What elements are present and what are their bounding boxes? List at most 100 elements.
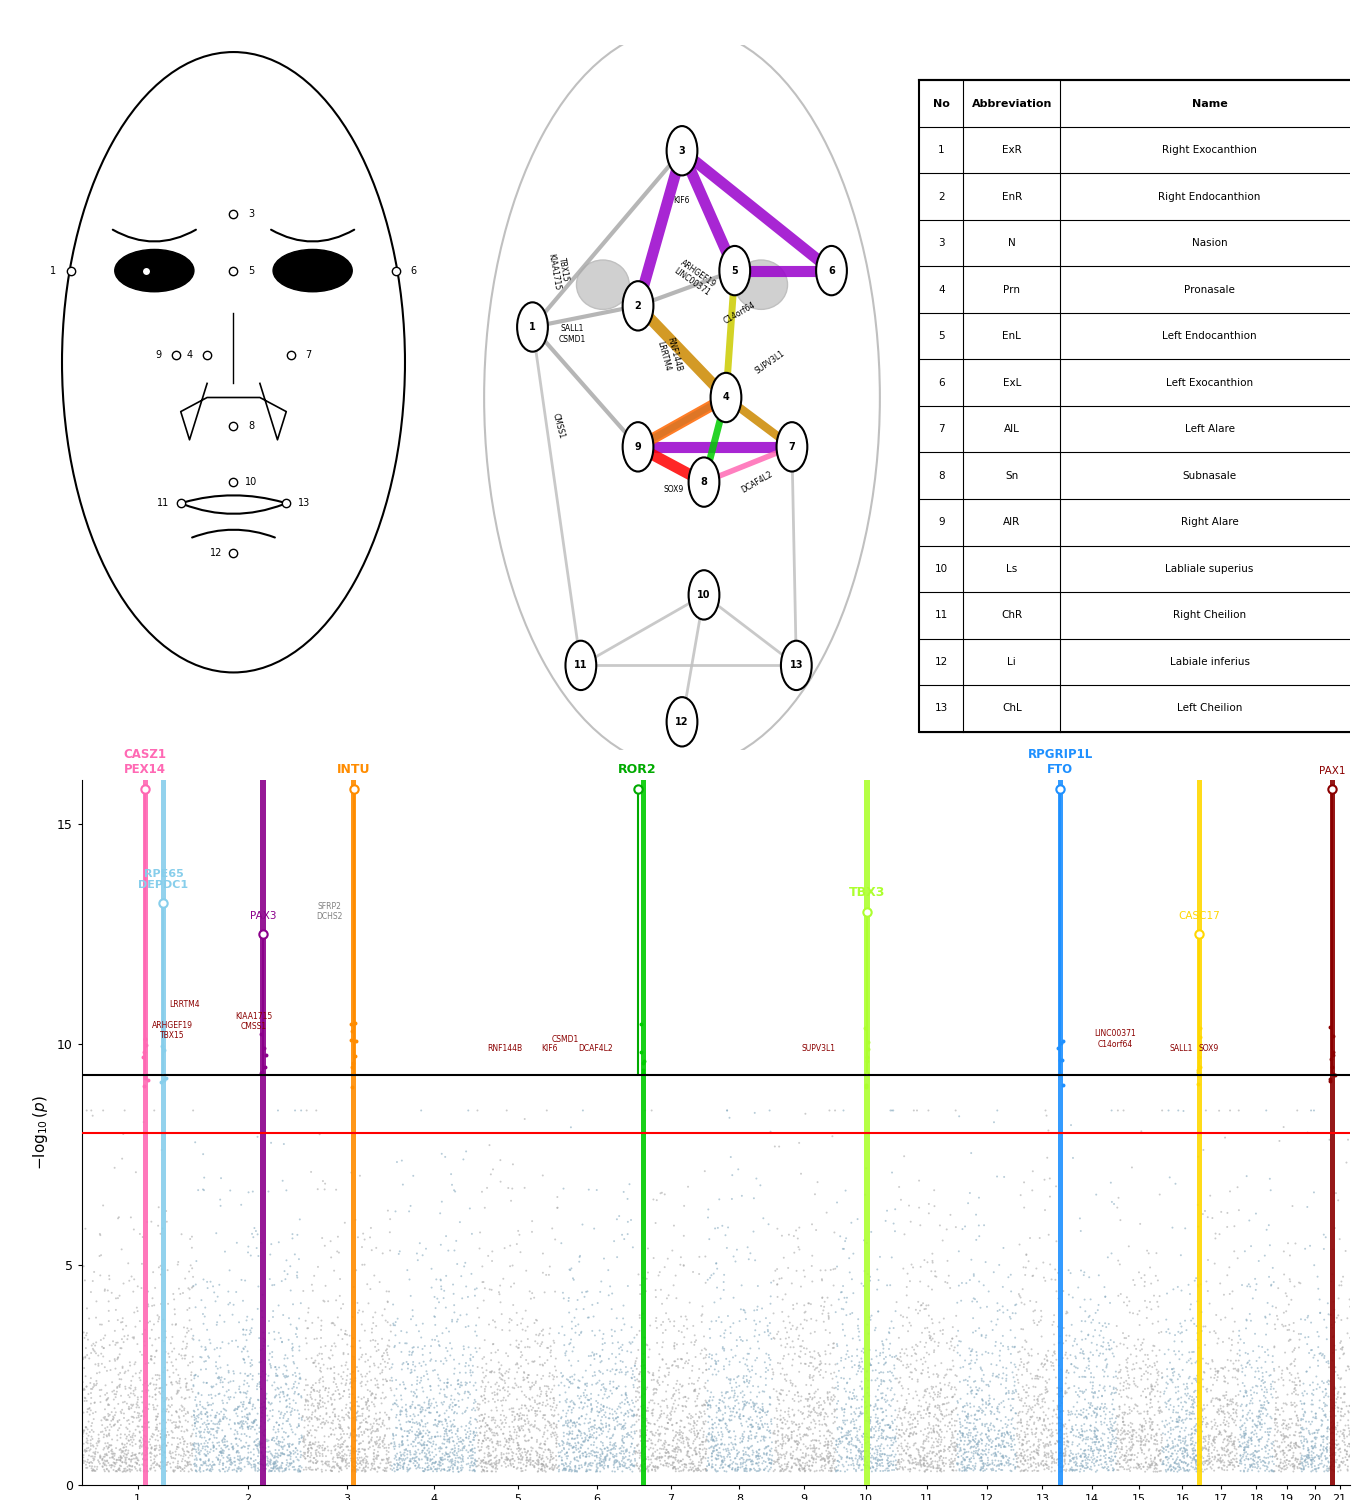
Point	[997, 1422, 1019, 1446]
Point	[1155, 1371, 1177, 1395]
Point	[334, 1372, 356, 1396]
Point	[462, 1446, 484, 1470]
Point	[966, 1347, 988, 1371]
Point	[1188, 1371, 1210, 1395]
Point	[82, 1104, 104, 1128]
Point	[917, 1395, 938, 1419]
Point	[692, 1294, 713, 1318]
Point	[668, 1436, 690, 1460]
Point	[1147, 1378, 1169, 1402]
Point	[187, 1431, 209, 1455]
Point	[772, 1347, 794, 1371]
Point	[95, 1434, 117, 1458]
Point	[1185, 1450, 1207, 1474]
Point	[516, 1446, 537, 1470]
Point	[82, 1458, 104, 1482]
Point	[689, 1458, 711, 1482]
Point	[592, 1448, 614, 1472]
Point	[558, 1428, 580, 1452]
Point	[104, 1448, 125, 1472]
Point	[589, 1360, 611, 1384]
Point	[1224, 1455, 1245, 1479]
Point	[947, 1436, 968, 1460]
Point	[584, 1444, 606, 1468]
Point	[1063, 1146, 1084, 1170]
Point	[303, 1450, 325, 1474]
Point	[1254, 1450, 1275, 1474]
Point	[1001, 1408, 1023, 1432]
Point	[851, 1432, 873, 1456]
Point	[698, 1358, 720, 1382]
Point	[121, 1424, 143, 1448]
Point	[716, 1098, 738, 1122]
Point	[1052, 1442, 1073, 1466]
Point	[589, 1452, 611, 1476]
Point	[462, 1443, 484, 1467]
Point	[206, 1221, 228, 1245]
Point	[1075, 1442, 1097, 1466]
Point	[1099, 1407, 1121, 1431]
Point	[311, 1442, 333, 1466]
Point	[765, 1431, 787, 1455]
Point	[498, 1384, 520, 1408]
Point	[760, 1407, 782, 1431]
Point	[432, 1448, 454, 1472]
Point	[1133, 1414, 1155, 1438]
Point	[400, 1306, 421, 1330]
Point	[1090, 1410, 1112, 1434]
Point	[1234, 1437, 1256, 1461]
Point	[1267, 1398, 1289, 1422]
Point	[1251, 1370, 1273, 1394]
Point	[431, 1390, 453, 1414]
Point	[251, 1392, 273, 1416]
Point	[619, 1449, 641, 1473]
Point	[1088, 1344, 1110, 1368]
Point	[833, 1396, 855, 1420]
Point	[893, 1395, 915, 1419]
Point	[447, 1382, 469, 1406]
Point	[715, 1452, 737, 1476]
Point	[1185, 1449, 1207, 1473]
Point	[531, 1452, 552, 1476]
Point	[383, 1460, 405, 1484]
Point	[325, 1450, 346, 1474]
Point	[617, 1390, 638, 1414]
Point	[617, 1448, 638, 1472]
Point	[514, 1335, 536, 1359]
Point	[449, 1210, 471, 1234]
Point	[510, 1406, 532, 1429]
Point	[671, 1347, 693, 1371]
Point	[975, 1250, 997, 1274]
Point	[700, 1428, 722, 1452]
Point	[1079, 1418, 1101, 1442]
Point	[363, 1452, 385, 1476]
Point	[803, 1460, 825, 1484]
Point	[353, 1386, 375, 1410]
Point	[251, 1299, 273, 1323]
Point	[252, 1420, 274, 1444]
Point	[813, 1448, 835, 1472]
Point	[915, 1426, 937, 1450]
Point	[274, 1268, 296, 1292]
Point	[166, 1426, 188, 1450]
Point	[1121, 1418, 1143, 1442]
Point	[423, 1444, 445, 1468]
Text: CASC17: CASC17	[1178, 910, 1221, 921]
Point	[885, 1299, 907, 1323]
Point	[599, 1407, 621, 1431]
Point	[630, 1041, 652, 1065]
Point	[963, 1428, 985, 1452]
Point	[199, 1404, 221, 1428]
Point	[986, 1164, 1008, 1188]
Point	[206, 1401, 228, 1425]
Point	[106, 1418, 128, 1442]
Point	[644, 1412, 666, 1436]
Point	[814, 1390, 836, 1414]
Point	[1034, 1167, 1056, 1191]
Point	[301, 1450, 323, 1474]
Point	[146, 1368, 168, 1392]
Point	[1200, 1410, 1222, 1434]
Point	[415, 1446, 436, 1470]
Point	[1169, 1406, 1191, 1429]
Point	[520, 1448, 542, 1472]
